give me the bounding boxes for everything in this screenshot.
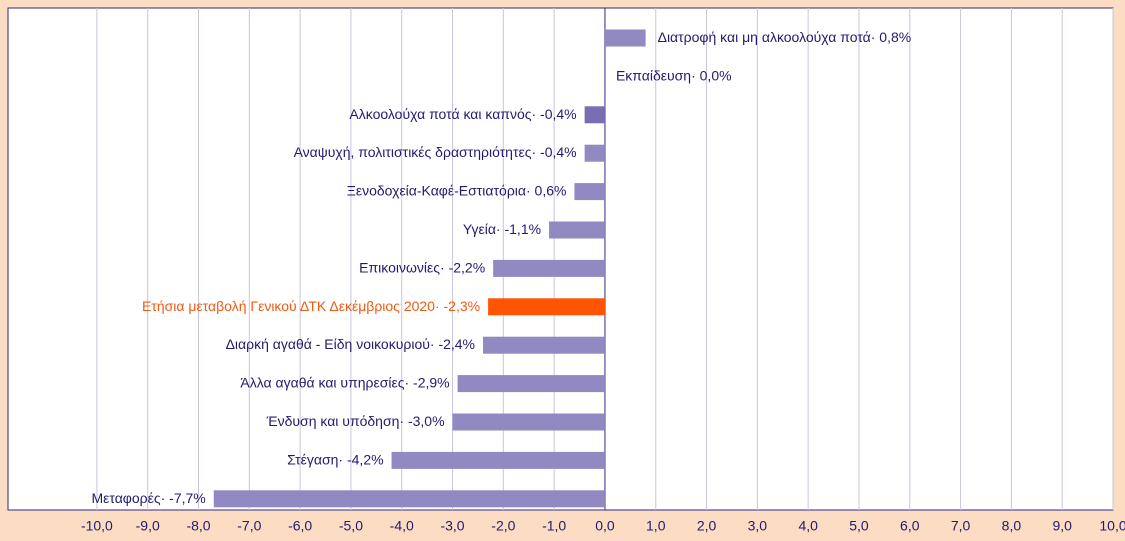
- value-label: -2,3%: [444, 298, 481, 314]
- x-tick-label: 3,0: [748, 518, 768, 534]
- value-label: 0,8%: [879, 29, 911, 45]
- bar: [549, 221, 605, 239]
- bar-label: Αναψυχή, πολιτιστικές δραστηριότητες· -0…: [294, 144, 577, 160]
- category-label: Διατροφή και μη αλκοολούχα ποτά·: [658, 29, 876, 45]
- category-label: Υγεία·: [463, 221, 501, 237]
- x-tick-label: -8,0: [186, 518, 210, 534]
- bar: [584, 144, 605, 162]
- bar-label: Στέγαση· -4,2%: [287, 451, 383, 467]
- value-label: -0,4%: [540, 144, 577, 160]
- x-tick-label: -3,0: [440, 518, 464, 534]
- category-label: Εκπαίδευση·: [616, 67, 696, 83]
- x-tick-label: 8,0: [1002, 518, 1022, 534]
- bar-label: Εκπαίδευση· 0,0%: [616, 67, 732, 83]
- bar-label: Επικοινωνίες· -2,2%: [359, 259, 485, 275]
- category-label: Ξενοδοχεία-Καφέ-Εστιατόρια·: [347, 182, 531, 198]
- x-tick-label: 7,0: [951, 518, 971, 534]
- value-label: -2,4%: [438, 336, 475, 352]
- value-label: -0,4%: [540, 106, 577, 122]
- bar-label: Ετήσια μεταβολή Γενικού ΔΤΚ Δεκέμβριος 2…: [142, 298, 480, 314]
- x-tick-label: -7,0: [237, 518, 261, 534]
- x-tick-label: 0,0: [595, 518, 615, 534]
- bar: [213, 490, 605, 508]
- bar: [483, 336, 605, 354]
- category-label: Αλκοολούχα ποτά και καπνός·: [349, 106, 536, 122]
- value-label: -1,1%: [504, 221, 541, 237]
- x-tick-label: -4,0: [390, 518, 414, 534]
- value-label: 0,6%: [535, 182, 567, 198]
- category-label: Στέγαση·: [287, 451, 343, 467]
- bar: [493, 259, 605, 277]
- x-tick-label: -2,0: [491, 518, 515, 534]
- bar: [574, 183, 605, 201]
- value-label: -2,2%: [449, 259, 486, 275]
- bar-label: Διαρκή αγαθά - Είδη νοικοκυριού· -2,4%: [226, 336, 475, 352]
- category-label: Άλλα αγαθά και υπηρεσίες·: [240, 374, 409, 390]
- value-label: -2,9%: [413, 374, 450, 390]
- category-label: Αναψυχή, πολιτιστικές δραστηριότητες·: [294, 144, 537, 160]
- x-tick-label: 5,0: [849, 518, 869, 534]
- x-tick-label: 1,0: [646, 518, 666, 534]
- plot-area: [7, 7, 1114, 511]
- category-label: Ένδυση και υπόδηση·: [266, 413, 404, 429]
- category-label: Διαρκή αγαθά - Είδη νοικοκυριού·: [226, 336, 435, 352]
- bar: [457, 375, 605, 393]
- x-tick-label: -6,0: [288, 518, 312, 534]
- bar: [391, 451, 605, 469]
- bar-label: Μεταφορές· -7,7%: [91, 490, 205, 506]
- category-label: Μεταφορές·: [91, 490, 165, 506]
- category-label: Ετήσια μεταβολή Γενικού ΔΤΚ Δεκέμβριος 2…: [142, 298, 440, 314]
- bar-label: Αλκοολούχα ποτά και καπνός· -0,4%: [349, 106, 576, 122]
- bar: [488, 298, 605, 316]
- x-tick-label: -5,0: [339, 518, 363, 534]
- bar-label: Ξενοδοχεία-Καφέ-Εστιατόρια· 0,6%: [347, 182, 567, 198]
- bar-label: Άλλα αγαθά και υπηρεσίες· -2,9%: [240, 374, 449, 390]
- x-tick-label: -9,0: [136, 518, 160, 534]
- bar-label: Ένδυση και υπόδηση· -3,0%: [266, 413, 445, 429]
- x-tick-label: 6,0: [900, 518, 920, 534]
- x-tick-label: -10,0: [81, 518, 113, 534]
- x-tick-label: 4,0: [798, 518, 818, 534]
- x-tick-label: 10,0: [1099, 518, 1125, 534]
- bar: [452, 413, 605, 431]
- value-label: -3,0%: [408, 413, 445, 429]
- bar-label: Διατροφή και μη αλκοολούχα ποτά· 0,8%: [658, 29, 912, 45]
- x-tick-label: 2,0: [697, 518, 717, 534]
- category-label: Επικοινωνίες·: [359, 259, 445, 275]
- bar: [584, 106, 605, 124]
- value-label: -7,7%: [169, 490, 206, 506]
- value-label: 0,0%: [700, 67, 732, 83]
- x-tick-label: -1,0: [542, 518, 566, 534]
- x-tick-label: 9,0: [1052, 518, 1072, 534]
- bar: [604, 29, 646, 47]
- value-label: -4,2%: [347, 451, 384, 467]
- bar-label: Υγεία· -1,1%: [463, 221, 541, 237]
